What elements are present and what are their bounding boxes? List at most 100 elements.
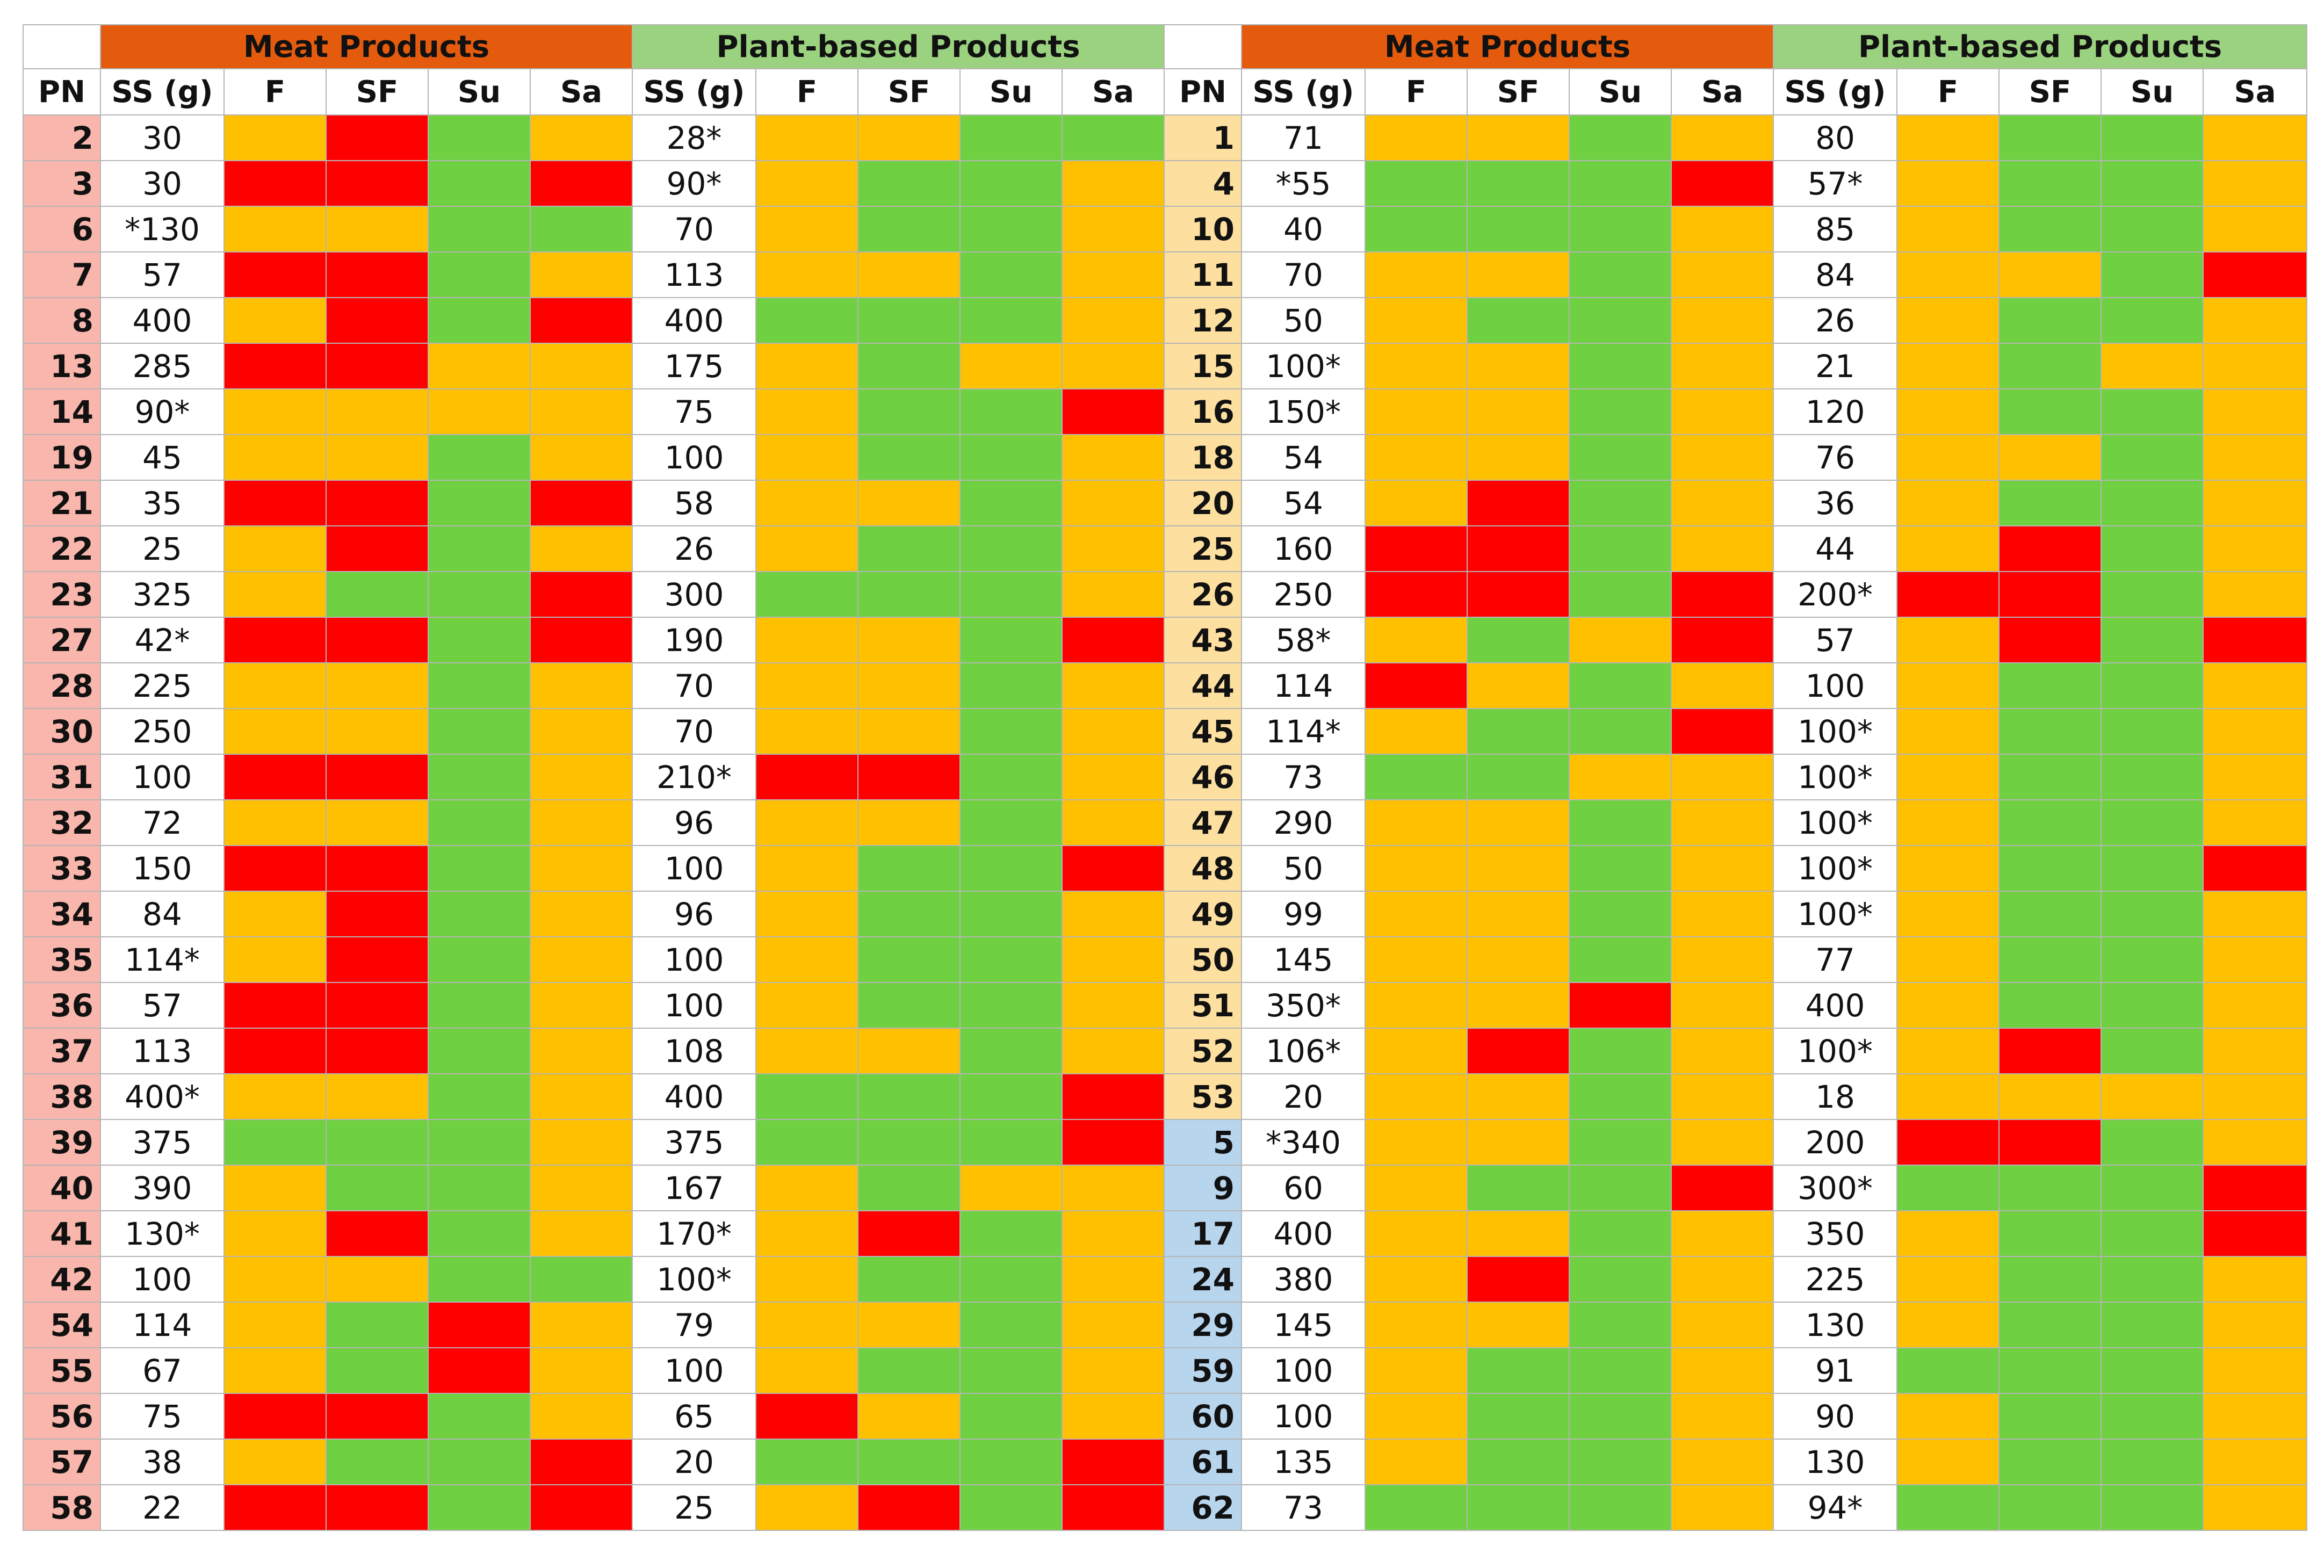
right-meat-sa-cell[interactable] — [1671, 982, 1774, 1029]
left-meat-sa-cell[interactable] — [530, 1165, 633, 1211]
left-plant-sa-cell[interactable] — [1062, 617, 1165, 663]
left-plant-sa-cell[interactable] — [1062, 571, 1165, 618]
right-plant-sa-cell[interactable] — [2203, 206, 2307, 252]
meat-products-header-left[interactable]: Meat Products — [100, 24, 633, 69]
right-plant-ss-cell[interactable]: 36 — [1773, 480, 1897, 526]
right-plant-su-cell[interactable] — [2101, 1119, 2204, 1166]
left-plant-f-cell[interactable] — [755, 708, 858, 755]
right-meat-su-cell[interactable] — [1569, 1347, 1672, 1394]
right-plant-f-cell[interactable] — [1896, 982, 2000, 1029]
right-plant-sf-cell[interactable] — [1998, 617, 2102, 663]
left-meat-su-cell[interactable] — [428, 1028, 531, 1074]
left-meat-f-cell[interactable] — [223, 251, 327, 298]
right-pn-cell[interactable]: 26 — [1164, 571, 1242, 618]
right-meat-f-cell[interactable] — [1365, 297, 1468, 344]
left-meat-sf-cell[interactable] — [326, 1028, 429, 1074]
right-plant-ss-cell[interactable]: 200 — [1773, 1119, 1897, 1166]
right-plant-sf-cell[interactable] — [1998, 480, 2102, 526]
left-meat-su-cell[interactable] — [428, 845, 531, 892]
right-plant-su-cell[interactable] — [2101, 434, 2204, 481]
left-pn-cell[interactable]: 31 — [23, 754, 101, 800]
left-plant-ss-cell[interactable]: 96 — [632, 799, 756, 846]
left-meat-f-cell[interactable] — [223, 525, 327, 572]
left-plant-f-cell[interactable] — [755, 525, 858, 572]
right-plant-su-cell[interactable] — [2101, 1073, 2204, 1120]
right-meat-sa-cell[interactable] — [1671, 1439, 1774, 1485]
right-plant-sf-cell[interactable] — [1998, 571, 2102, 618]
left-plant-su-cell[interactable] — [959, 1119, 1063, 1166]
right-meat-sa-cell[interactable] — [1671, 114, 1774, 161]
left-plant-f-cell[interactable] — [755, 1119, 858, 1166]
right-meat-sf-cell[interactable] — [1467, 754, 1570, 800]
right-plant-sf-cell[interactable] — [1998, 343, 2102, 389]
right-plant-sa-cell[interactable] — [2203, 1073, 2307, 1120]
left-plant-su-cell[interactable] — [959, 525, 1063, 572]
right-meat-sa-cell[interactable] — [1671, 1302, 1774, 1348]
left-meat-ss-cell[interactable]: 25 — [100, 525, 225, 572]
right-meat-ss-cell[interactable]: 70 — [1241, 251, 1366, 298]
left-meat-f-cell[interactable] — [223, 114, 327, 161]
right-meat-ss-cell[interactable]: 73 — [1241, 1484, 1366, 1531]
left-meat-f-cell[interactable] — [223, 1484, 327, 1531]
left-plant-ss-cell[interactable]: 58 — [632, 480, 756, 526]
corner-cell[interactable] — [23, 24, 101, 69]
right-plant-sa-cell[interactable] — [2203, 343, 2307, 389]
right-plant-sa-cell[interactable] — [2203, 1302, 2307, 1348]
left-pn-cell[interactable]: 7 — [23, 251, 101, 298]
right-plant-f-cell[interactable] — [1896, 251, 2000, 298]
left-meat-su-cell[interactable] — [428, 1073, 531, 1120]
left-meat-f-cell[interactable] — [223, 343, 327, 389]
plant-products-header-left[interactable]: Plant-based Products — [632, 24, 1165, 69]
left-plant-su-cell[interactable] — [959, 434, 1063, 481]
left-meat-f-cell[interactable] — [223, 708, 327, 755]
right-plant-sf-cell[interactable] — [1998, 1393, 2102, 1440]
left-plant-ss-cell[interactable]: 400 — [632, 1073, 756, 1120]
right-meat-sa-cell[interactable] — [1671, 891, 1774, 937]
right-plant-ss-cell[interactable]: 57 — [1773, 617, 1897, 663]
left-meat-sf-cell[interactable] — [326, 1302, 429, 1348]
right-meat-sf-cell[interactable] — [1467, 1119, 1570, 1166]
right-plant-sa-cell[interactable] — [2203, 160, 2307, 207]
right-meat-su-cell[interactable] — [1569, 388, 1672, 435]
right-plant-f-cell[interactable] — [1896, 114, 2000, 161]
col-header-sa[interactable]: Sa — [1671, 68, 1774, 115]
col-header-su[interactable]: Su — [2101, 68, 2204, 115]
left-plant-ss-cell[interactable]: 170* — [632, 1210, 756, 1257]
right-meat-f-cell[interactable] — [1365, 1484, 1468, 1531]
left-meat-su-cell[interactable] — [428, 799, 531, 846]
right-pn-cell[interactable]: 48 — [1164, 845, 1242, 892]
left-plant-ss-cell[interactable]: 175 — [632, 343, 756, 389]
right-meat-sf-cell[interactable] — [1467, 1347, 1570, 1394]
right-meat-sa-cell[interactable] — [1671, 1073, 1774, 1120]
left-meat-sa-cell[interactable] — [530, 1484, 633, 1531]
right-plant-f-cell[interactable] — [1896, 1439, 2000, 1485]
right-pn-cell[interactable]: 45 — [1164, 708, 1242, 755]
right-plant-f-cell[interactable] — [1896, 1347, 2000, 1394]
right-meat-su-cell[interactable] — [1569, 343, 1672, 389]
right-plant-ss-cell[interactable]: 130 — [1773, 1439, 1897, 1485]
right-meat-sf-cell[interactable] — [1467, 1028, 1570, 1074]
left-meat-f-cell[interactable] — [223, 936, 327, 983]
right-plant-sa-cell[interactable] — [2203, 114, 2307, 161]
right-plant-sa-cell[interactable] — [2203, 617, 2307, 663]
right-plant-ss-cell[interactable]: 100* — [1773, 754, 1897, 800]
right-plant-sf-cell[interactable] — [1998, 1256, 2102, 1303]
right-meat-sf-cell[interactable] — [1467, 571, 1570, 618]
right-plant-ss-cell[interactable]: 100* — [1773, 891, 1897, 937]
left-plant-su-cell[interactable] — [959, 1210, 1063, 1257]
left-pn-cell[interactable]: 55 — [23, 1347, 101, 1394]
right-plant-sa-cell[interactable] — [2203, 799, 2307, 846]
left-pn-cell[interactable]: 21 — [23, 480, 101, 526]
left-plant-f-cell[interactable] — [755, 1256, 858, 1303]
left-plant-ss-cell[interactable]: 100 — [632, 845, 756, 892]
meat-products-header-right[interactable]: Meat Products — [1241, 24, 1774, 69]
right-plant-f-cell[interactable] — [1896, 662, 2000, 709]
left-meat-sf-cell[interactable] — [326, 662, 429, 709]
right-meat-su-cell[interactable] — [1569, 525, 1672, 572]
left-meat-su-cell[interactable] — [428, 1347, 531, 1394]
left-plant-sa-cell[interactable] — [1062, 891, 1165, 937]
right-plant-ss-cell[interactable]: 57* — [1773, 160, 1897, 207]
right-meat-sf-cell[interactable] — [1467, 480, 1570, 526]
right-plant-f-cell[interactable] — [1896, 525, 2000, 572]
right-meat-f-cell[interactable] — [1365, 936, 1468, 983]
